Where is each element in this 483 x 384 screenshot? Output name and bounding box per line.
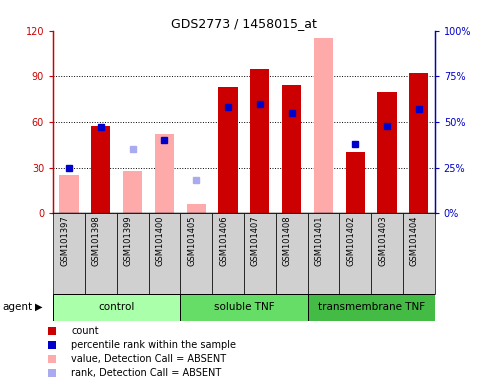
Bar [180,213,212,294]
Bar [314,38,333,213]
Text: GSM101398: GSM101398 [92,215,101,266]
Text: GSM101406: GSM101406 [219,215,228,266]
Bar [371,213,403,294]
Bar [59,175,79,213]
Bar [149,213,180,294]
Bar [123,170,142,213]
Bar [180,294,308,321]
Text: agent: agent [2,302,32,312]
Bar [187,204,206,213]
Title: GDS2773 / 1458015_at: GDS2773 / 1458015_at [171,17,317,30]
Text: rank, Detection Call = ABSENT: rank, Detection Call = ABSENT [71,368,221,378]
Bar [282,86,301,213]
Text: GSM101403: GSM101403 [378,215,387,266]
Text: count: count [71,326,99,336]
Bar [117,213,149,294]
Bar [250,69,270,213]
Text: GSM101397: GSM101397 [60,215,69,266]
Text: transmembrane TNF: transmembrane TNF [317,302,425,312]
Bar [85,213,117,294]
Bar [91,126,110,213]
Text: GSM101408: GSM101408 [283,215,292,266]
Text: GSM101399: GSM101399 [124,215,133,266]
Bar [244,213,276,294]
Text: GSM101402: GSM101402 [346,215,355,266]
Bar [378,91,397,213]
Text: value, Detection Call = ABSENT: value, Detection Call = ABSENT [71,354,226,364]
Text: GSM101401: GSM101401 [314,215,324,266]
Text: control: control [99,302,135,312]
Bar [276,213,308,294]
Text: ▶: ▶ [35,302,43,312]
Bar [409,73,428,213]
Text: GSM101407: GSM101407 [251,215,260,266]
Text: soluble TNF: soluble TNF [213,302,274,312]
Bar [155,134,174,213]
Text: GSM101400: GSM101400 [156,215,164,266]
Bar [339,213,371,294]
Bar [346,152,365,213]
Bar [212,213,244,294]
Bar [218,87,238,213]
Text: GSM101404: GSM101404 [410,215,419,266]
Bar [53,213,85,294]
Bar [403,213,435,294]
Text: percentile rank within the sample: percentile rank within the sample [71,340,236,350]
Bar [308,294,435,321]
Text: GSM101405: GSM101405 [187,215,196,266]
Bar [53,294,180,321]
Bar [308,213,339,294]
